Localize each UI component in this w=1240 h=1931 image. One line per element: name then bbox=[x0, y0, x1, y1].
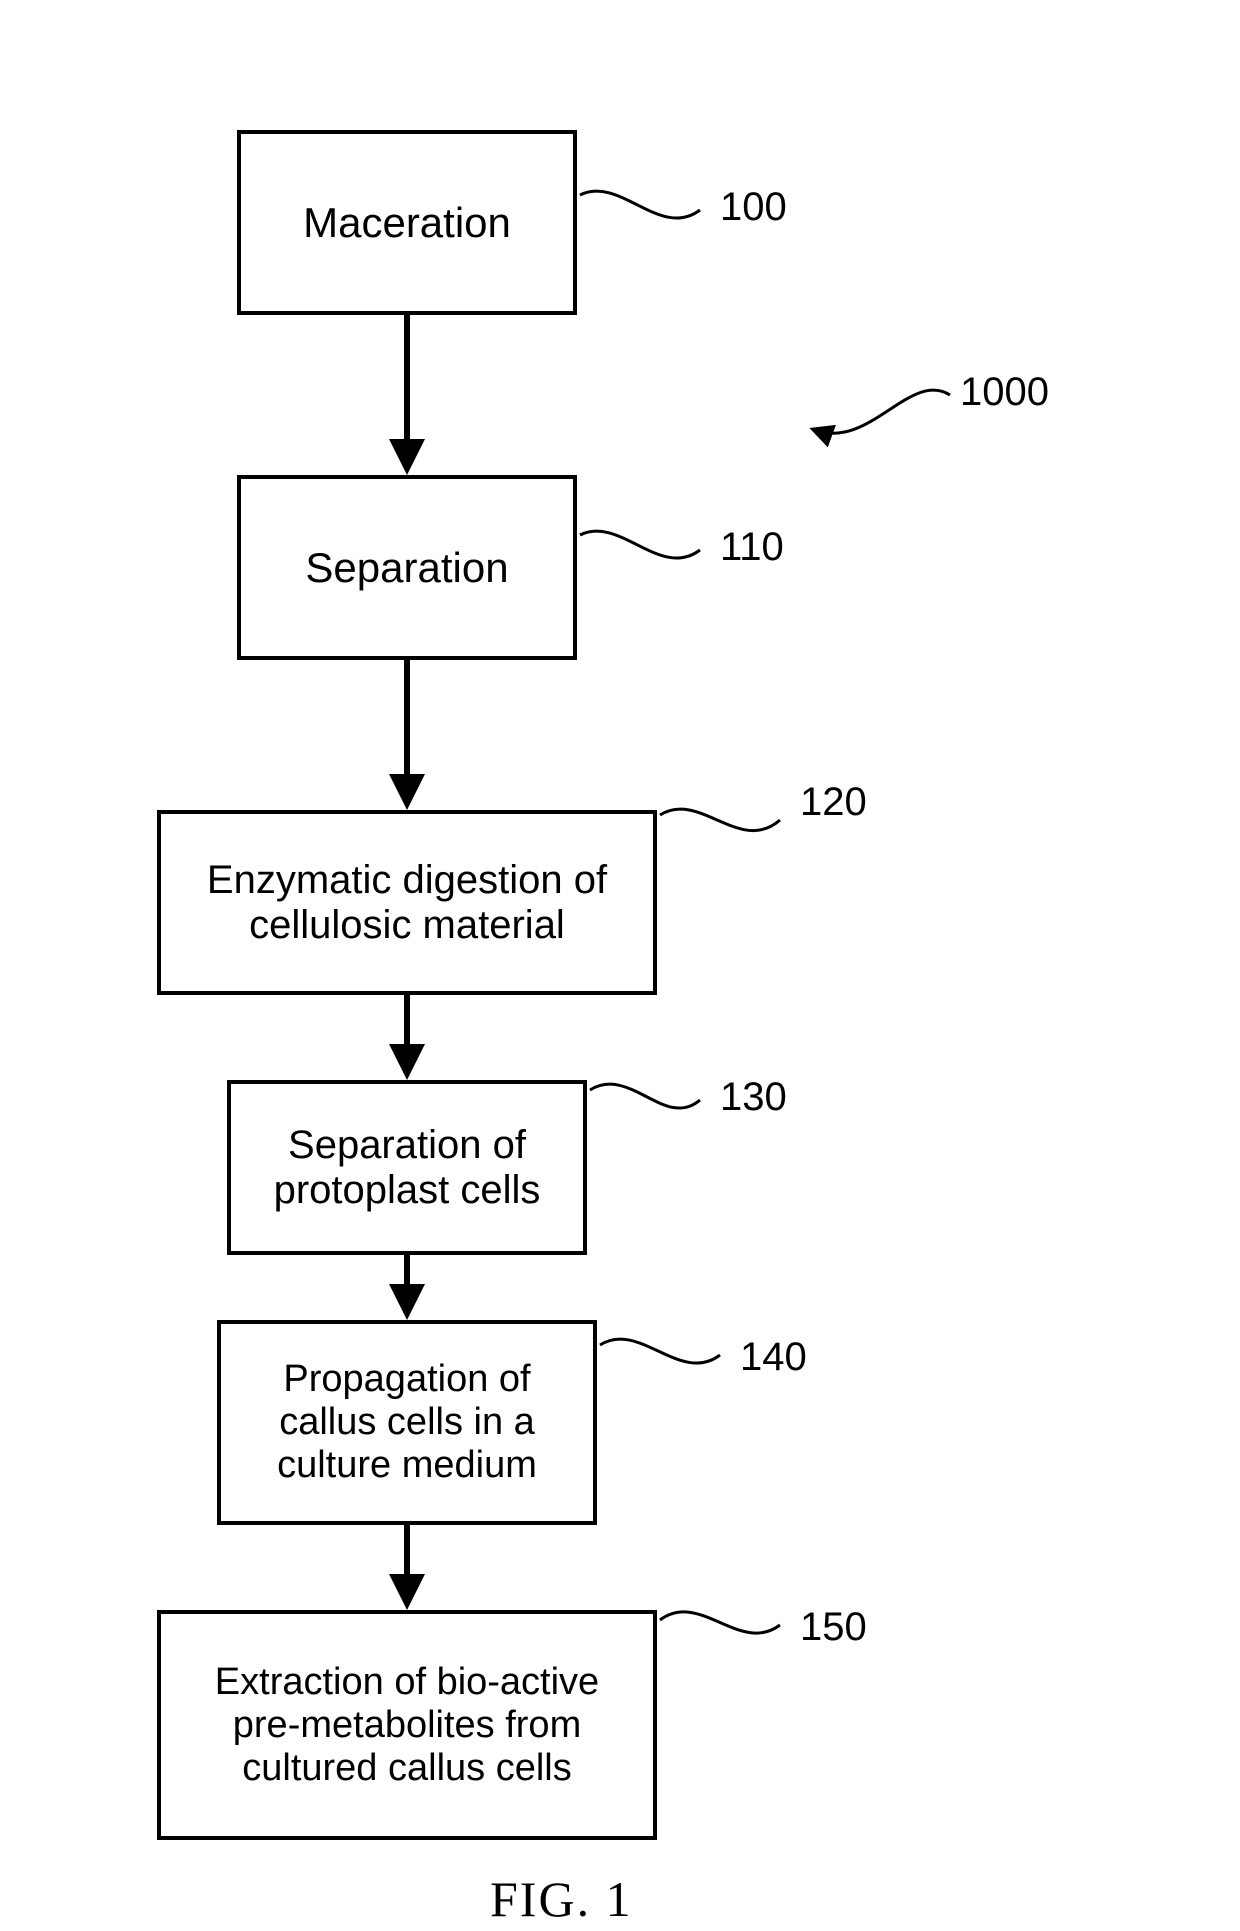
leader-line bbox=[660, 1612, 780, 1633]
flow-node-label: Separation of protoplast cells bbox=[241, 1123, 573, 1213]
flow-node-label: Enzymatic digestion of cellulosic materi… bbox=[181, 858, 633, 948]
flow-node-label: Extraction of bio-active pre-metabolites… bbox=[176, 1661, 638, 1790]
leader-line bbox=[660, 809, 780, 830]
flow-node-enzymatic-digestion: Enzymatic digestion of cellulosic materi… bbox=[157, 810, 657, 995]
ref-label-110: 110 bbox=[720, 525, 784, 570]
flow-node-label: Propagation of callus cells in a culture… bbox=[231, 1358, 583, 1487]
leader-line bbox=[580, 191, 700, 218]
flow-node-separation: Separation bbox=[237, 475, 577, 660]
flow-node-extraction: Extraction of bio-active pre-metabolites… bbox=[157, 1610, 657, 1840]
ref-label-100: 100 bbox=[720, 185, 787, 230]
flow-node-label: Separation bbox=[305, 544, 508, 592]
leader-line-1000 bbox=[815, 390, 950, 433]
flow-node-label: Maceration bbox=[303, 199, 511, 247]
leader-line bbox=[590, 1084, 700, 1108]
flow-node-protoplast-separation: Separation of protoplast cells bbox=[227, 1080, 587, 1255]
flow-node-callus-propagation: Propagation of callus cells in a culture… bbox=[217, 1320, 597, 1525]
figure-caption: FIG. 1 bbox=[490, 1870, 633, 1928]
leader-line bbox=[580, 531, 700, 558]
ref-label-150: 150 bbox=[800, 1605, 867, 1650]
ref-label-1000: 1000 bbox=[960, 370, 1049, 415]
ref-label-130: 130 bbox=[720, 1075, 787, 1120]
flow-node-maceration: Maceration bbox=[237, 130, 577, 315]
ref-label-140: 140 bbox=[740, 1335, 807, 1380]
leader-line bbox=[600, 1339, 720, 1363]
ref-label-120: 120 bbox=[800, 780, 867, 825]
